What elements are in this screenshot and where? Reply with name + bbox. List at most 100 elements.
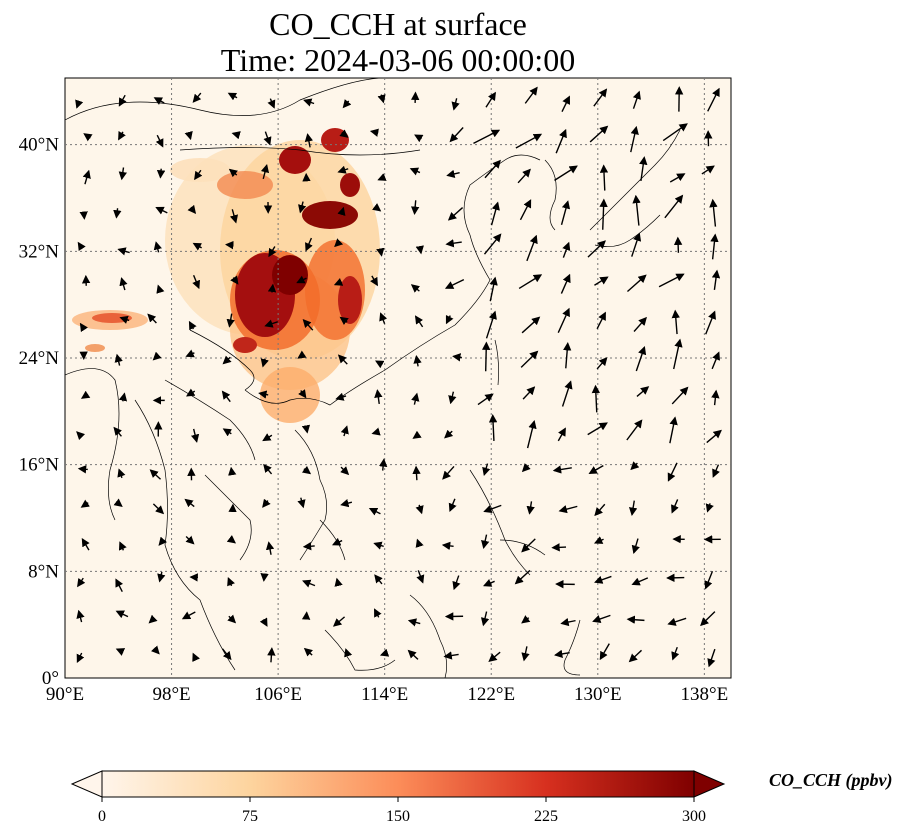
wind-arrow xyxy=(415,504,424,515)
wind-arrow xyxy=(187,204,197,215)
wind-arrow xyxy=(192,652,200,662)
wind-arrow xyxy=(407,618,421,627)
wind-arrow xyxy=(483,233,502,255)
wind-arrow xyxy=(628,649,643,663)
wind-arrow xyxy=(415,245,424,255)
wind-arrow xyxy=(184,130,193,141)
wind-arrow xyxy=(231,131,241,140)
wind-arrow xyxy=(118,392,128,402)
wind-arrow xyxy=(410,284,421,293)
wind-arrow xyxy=(192,275,200,290)
wind-arrow xyxy=(226,535,237,544)
wind-arrow xyxy=(628,500,638,516)
wind-arrow xyxy=(113,208,122,219)
wind-arrow xyxy=(119,315,130,324)
wind-arrow xyxy=(115,610,129,619)
wind-arrow xyxy=(374,608,382,618)
wind-arrow xyxy=(599,164,609,191)
wind-arrow xyxy=(449,126,464,143)
wind-arrow xyxy=(184,498,195,508)
x-tick-label: 122°E xyxy=(467,684,515,705)
wind-arrow xyxy=(414,134,424,143)
wind-arrow xyxy=(188,320,197,331)
y-tick-label: 40°N xyxy=(19,135,60,156)
wind-arrow xyxy=(561,380,573,407)
wind-arrow xyxy=(671,499,679,514)
wind-arrow xyxy=(262,433,273,442)
wind-arrow xyxy=(632,90,641,109)
wind-arrow xyxy=(554,165,578,181)
wind-arrow xyxy=(337,206,346,216)
wind-arrow xyxy=(119,277,128,291)
wind-arrow xyxy=(260,164,270,180)
wind-arrow xyxy=(151,645,160,655)
x-tick-label: 138°E xyxy=(681,684,729,705)
x-axis-labels: 90°E 98°E 106°E 114°E 122°E 130°E 138°E xyxy=(46,684,728,705)
colorbar-tick-label: 75 xyxy=(242,808,258,825)
wind-arrow xyxy=(631,577,649,586)
wind-arrow xyxy=(227,92,238,101)
wind-arrow xyxy=(445,314,454,325)
wind-arrow xyxy=(514,569,531,585)
wind-arrow xyxy=(711,351,721,370)
wind-arrow xyxy=(477,393,494,406)
wind-arrow xyxy=(594,575,612,584)
wind-arrow xyxy=(633,316,647,332)
wind-arrow xyxy=(669,416,678,444)
wind-arrow xyxy=(301,424,311,434)
wind-arrow xyxy=(301,611,311,620)
wind-arrow xyxy=(555,128,567,154)
y-tick-label: 8°N xyxy=(28,561,59,582)
wind-arrow xyxy=(671,646,680,661)
wind-arrow xyxy=(591,384,601,413)
wind-arrow xyxy=(147,313,157,324)
wind-arrow xyxy=(334,577,343,587)
wind-arrow xyxy=(80,499,90,508)
wind-arrow xyxy=(706,429,722,444)
wind-arrow xyxy=(560,617,576,627)
wind-arrow xyxy=(377,94,386,104)
wind-arrow xyxy=(521,316,541,334)
wind-arrow xyxy=(557,427,566,442)
wind-arrow xyxy=(592,614,611,623)
wind-arrow xyxy=(473,129,501,145)
wind-arrow xyxy=(377,173,387,181)
wind-arrow xyxy=(452,575,461,591)
colorbar-body xyxy=(101,770,695,798)
wind-arrow xyxy=(267,283,277,293)
wind-arrow xyxy=(414,315,424,328)
wind-arrow xyxy=(263,131,272,146)
wind-arrow xyxy=(115,648,126,656)
wind-arrow xyxy=(671,386,689,405)
wind-arrow xyxy=(452,353,462,362)
wind-arrow xyxy=(448,391,457,405)
wind-arrow xyxy=(302,319,314,331)
wind-arrow xyxy=(181,611,196,620)
wind-arrow xyxy=(374,574,383,585)
colorbar-tick-label: 150 xyxy=(386,808,410,825)
wind-arrow xyxy=(626,274,647,292)
wind-arrow xyxy=(76,652,85,664)
wind-arrow xyxy=(379,312,388,324)
wind-arrow xyxy=(710,233,719,260)
wind-arrow xyxy=(302,542,315,551)
title-line-2: Time: 2024-03-06 00:00:00 xyxy=(220,42,576,78)
wind-arrow xyxy=(443,651,459,660)
wind-arrow xyxy=(334,238,344,248)
wind-arrow xyxy=(298,389,307,399)
wind-arrow xyxy=(704,571,714,590)
wind-arrow xyxy=(483,504,502,514)
wind-arrow xyxy=(482,463,491,477)
wind-arrow xyxy=(596,311,606,330)
wind-arrow xyxy=(333,278,344,286)
colorbar-ticks: 0 75 150 225 300 xyxy=(98,797,706,825)
wind-arrow xyxy=(297,350,307,359)
wind-arrow xyxy=(669,173,686,183)
wind-arrow xyxy=(118,541,127,551)
wind-arrow xyxy=(117,247,130,256)
x-tick-label: 90°E xyxy=(46,684,84,705)
wind-arrow xyxy=(302,579,316,588)
wind-arrow xyxy=(483,579,495,587)
wind-arrow xyxy=(79,322,88,333)
